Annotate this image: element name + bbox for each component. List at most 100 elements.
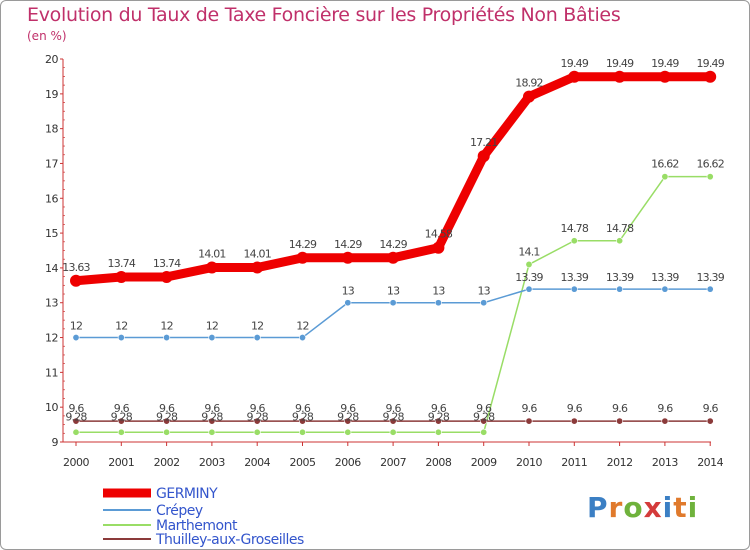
data-label: 12	[115, 320, 127, 333]
data-point	[480, 417, 488, 425]
data-label: 9.6	[476, 402, 492, 415]
y-tick-label: 10	[45, 401, 58, 414]
series-thuilley-aux-groseilles	[72, 417, 714, 425]
data-point	[480, 428, 488, 436]
chart-title: Evolution du Taux de Taxe Foncière sur l…	[27, 4, 621, 26]
y-tick-label: 13	[45, 297, 58, 310]
data-label: 9.28	[292, 410, 314, 423]
data-label: 9.28	[473, 410, 495, 423]
data-point	[163, 417, 171, 425]
data-point	[525, 260, 533, 268]
data-label: 9.6	[612, 402, 628, 415]
data-point	[387, 251, 400, 264]
data-label: 9.6	[521, 402, 537, 415]
data-label: 9.28	[428, 410, 450, 423]
data-point	[344, 299, 352, 307]
data-label: 14.01	[243, 248, 271, 261]
data-label: 9.6	[340, 402, 356, 415]
data-label: 9.6	[159, 402, 175, 415]
data-point	[344, 417, 352, 425]
series-cr-pey	[72, 285, 714, 342]
data-point	[616, 237, 624, 245]
data-point	[117, 334, 125, 342]
data-label: 9.6	[431, 402, 447, 415]
data-point	[70, 274, 82, 287]
data-label: 13	[387, 285, 400, 298]
data-label: 9.6	[250, 402, 266, 415]
x-tick-label: 2009	[471, 456, 497, 469]
data-label: 12	[296, 320, 308, 333]
y-tick-label: 20	[45, 53, 58, 66]
data-point	[434, 299, 442, 307]
data-label: 13.74	[108, 257, 136, 270]
data-labels-4: 9.6 9.6 9.6 9.6 9.6 9.6 9.6 9.6 9.6 9.6 9.6 9.6 9.6 9…	[68, 402, 719, 415]
data-label: 13.74	[153, 257, 181, 270]
data-label: 9.6	[567, 402, 583, 415]
data-label: 14.58	[425, 228, 453, 241]
data-label: 13.39	[561, 271, 589, 284]
data-point	[661, 173, 669, 181]
data-label: 19.49	[651, 57, 679, 70]
data-point	[253, 428, 261, 436]
data-label: 13	[477, 285, 490, 298]
logo-letter: i	[662, 491, 674, 524]
legend-label: Marthemont	[156, 518, 238, 534]
series-marthemont	[72, 173, 714, 436]
data-point	[568, 70, 581, 83]
data-point	[389, 417, 397, 425]
data-point	[208, 428, 216, 436]
data-point	[208, 334, 216, 342]
data-label: 14.1	[518, 245, 539, 258]
data-point	[477, 150, 490, 163]
x-tick-label: 2001	[108, 456, 134, 469]
data-label: 14.01	[198, 248, 226, 261]
data-label: 13.39	[696, 271, 724, 284]
data-point	[525, 285, 533, 293]
data-label: 13	[432, 285, 445, 298]
data-label: 12	[160, 320, 172, 333]
data-point	[160, 270, 173, 283]
data-point	[616, 285, 624, 293]
data-point	[706, 417, 714, 425]
data-label: 13.39	[651, 271, 679, 284]
y-tick-label: 9	[52, 436, 59, 449]
data-label: 14.29	[289, 238, 317, 251]
data-label: 9.28	[65, 410, 87, 423]
data-label: 9.6	[204, 402, 220, 415]
legend-entry: Thuilley-aux-Groseilles	[103, 532, 305, 548]
x-tick-label: 2008	[425, 456, 451, 469]
legend-label: GERMINY	[156, 486, 218, 502]
data-point	[253, 417, 261, 425]
data-point	[298, 417, 306, 425]
data-label: 13.39	[515, 271, 543, 284]
x-tick-label: 2005	[290, 456, 316, 469]
data-label: 19.49	[606, 57, 634, 70]
data-label: 9.6	[68, 402, 84, 415]
data-point	[570, 417, 578, 425]
data-label: 18.92	[515, 77, 543, 90]
data-label: 9.28	[337, 410, 359, 423]
y-tick-label: 18	[45, 123, 58, 136]
data-point	[661, 417, 669, 425]
data-label: 16.62	[651, 158, 679, 171]
data-label: 17.21	[470, 136, 498, 149]
data-point	[344, 428, 352, 436]
x-tick-label: 2003	[199, 456, 225, 469]
x-tick-label: 2012	[607, 456, 633, 469]
data-labels-1: 13.63 13.74 13.74 14.01 14.01 14.29 14.29 14.29…	[62, 57, 725, 274]
logo-letter: i	[687, 491, 699, 524]
logo-letter: x	[643, 491, 663, 524]
data-point	[616, 417, 624, 425]
y-tick-label: 12	[45, 332, 58, 345]
data-label: 12	[206, 320, 218, 333]
data-label: 14.29	[379, 238, 407, 251]
data-label: 13	[342, 285, 355, 298]
data-point	[296, 251, 309, 264]
data-label: 13.63	[62, 261, 90, 274]
data-point	[72, 417, 80, 425]
y-tick-label: 19	[45, 88, 58, 101]
data-point	[704, 70, 717, 83]
data-label: 14.78	[606, 222, 634, 235]
